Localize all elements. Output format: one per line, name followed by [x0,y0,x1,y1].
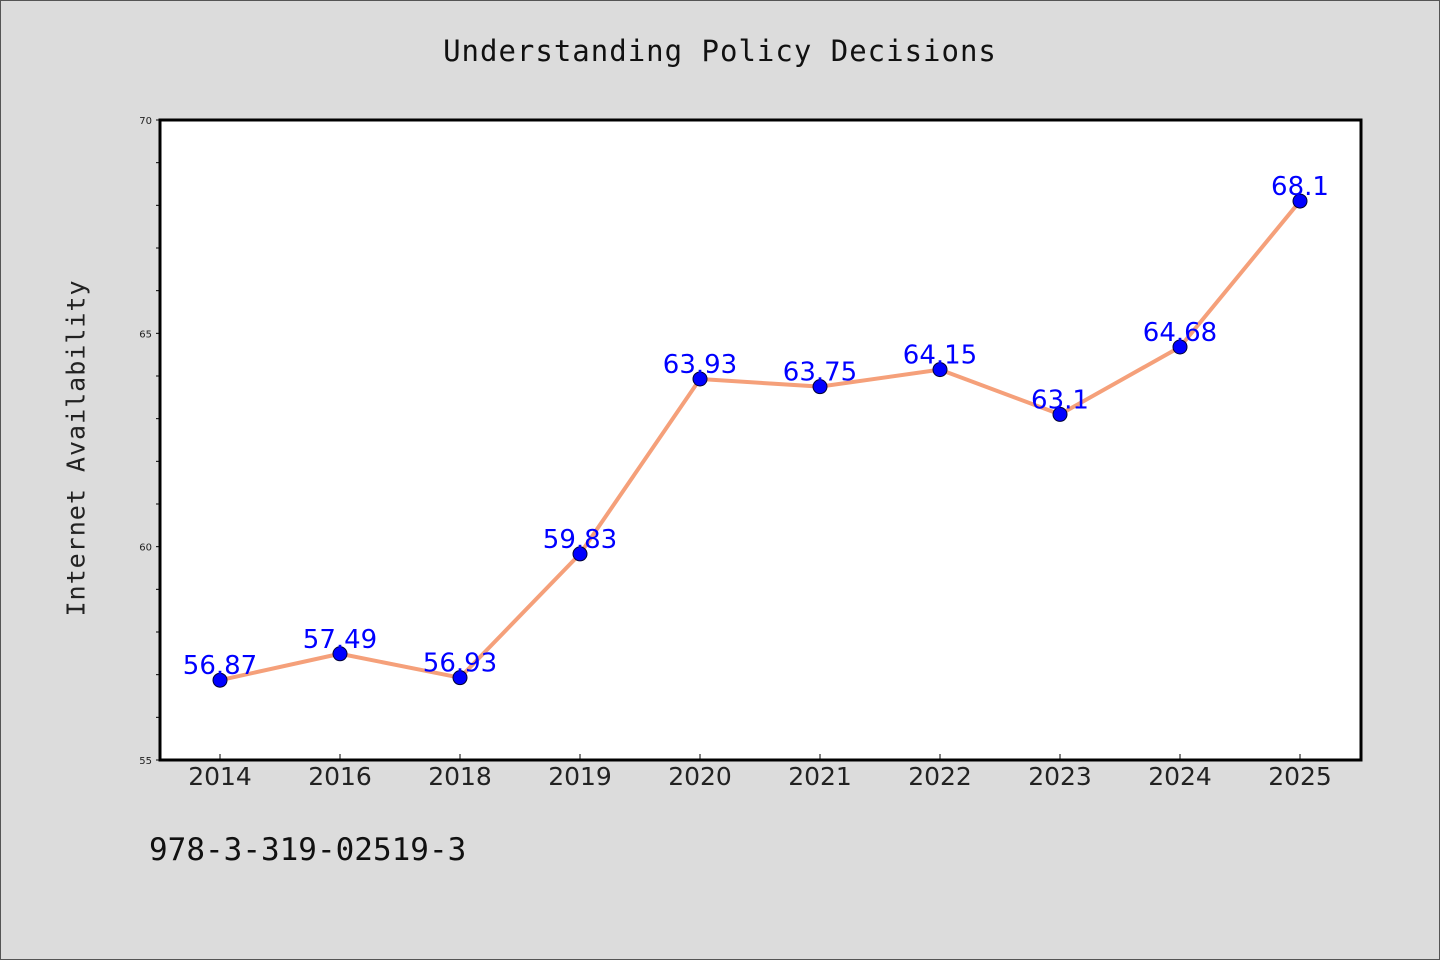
x-tick-label: 2020 [668,762,732,791]
data-label: 59.83 [543,525,617,555]
x-tick-label: 2014 [188,762,252,791]
x-tick-label: 2021 [788,762,852,791]
data-point [692,371,708,387]
data-label: 63.1 [1031,385,1089,415]
x-tick-label: 2019 [548,762,612,791]
x-axis: 2014 2016 2018 2019 2020 2021 2022 2023 2024 2025 [188,754,1332,791]
data-label: 64.15 [903,341,977,371]
data-label: 64.68 [1143,318,1217,348]
data-label: 68.1 [1271,172,1329,202]
data-point [572,546,588,562]
x-tick-label: 2025 [1268,762,1332,791]
y-axis: 55 60 65 70 [139,116,160,767]
data-point [1172,339,1188,355]
data-point [812,379,828,395]
y-tick-label: 65 [139,329,152,340]
isbn-text: 978-3-319-02519-3 [149,832,467,868]
y-tick-label: 55 [139,756,152,767]
data-label: 57.49 [303,625,377,655]
data-label: 56.87 [183,651,257,681]
data-label: 56.93 [423,649,497,679]
data-label: 63.93 [663,350,737,380]
x-tick-label: 2016 [308,762,372,791]
x-tick-label: 2018 [428,762,492,791]
x-tick-label: 2022 [908,762,972,791]
x-tick-label: 2024 [1148,762,1212,791]
y-tick-label: 70 [139,116,152,127]
data-labels: 56.87 57.49 56.93 59.83 63.93 63.75 64.15 63.1 6… [183,172,1329,681]
data-point [212,672,228,688]
plot-area [158,118,1363,762]
y-tick-label: 60 [139,543,152,554]
data-point [932,362,948,378]
data-label: 63.75 [783,358,857,388]
data-point [1052,406,1068,422]
data-markers [212,193,1308,688]
data-point [452,670,468,686]
data-point [1292,193,1308,209]
chart-title: Understanding Policy Decisions [443,34,997,68]
data-point [332,646,348,662]
series-line [219,199,1302,683]
x-tick-label: 2023 [1028,762,1092,791]
